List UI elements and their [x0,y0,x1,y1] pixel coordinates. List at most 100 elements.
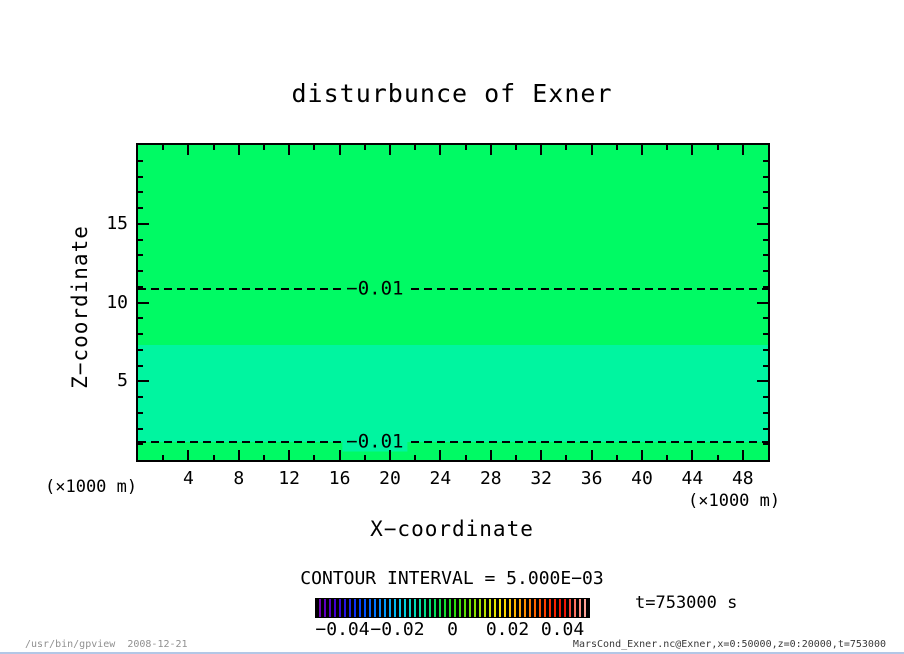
x-axis-tick [187,145,190,155]
y-tick-label: 10 [106,291,128,313]
x-axis-tick [615,455,618,460]
x-tick-label: 16 [328,468,351,489]
y-axis-tick [763,443,768,446]
x-tick-label: 24 [429,468,452,489]
y-tick-label: 15 [106,212,128,234]
y-axis-tick [763,411,768,414]
colorbar-tick-label: 0 [447,619,458,640]
y-axis-tick [138,411,143,414]
y-axis-tick [138,254,143,257]
y-axis-tick [138,348,143,351]
y-axis-tick [763,285,768,288]
contour-line [138,441,768,444]
x-axis-tick [464,145,467,150]
colorbar [315,598,590,618]
tone-band [138,442,768,460]
colorbar-tick-label: −0.04 [315,619,370,640]
y-axis-tick [138,222,149,225]
y-axis-tick [763,317,768,320]
y-axis-tick [138,285,143,288]
x-axis-title: X−coordinate [370,517,534,541]
x-axis-tick [263,455,265,460]
y-axis-tick [138,175,143,178]
chart-title: disturbunce of Exner [291,79,613,108]
x-axis-tick [716,455,719,460]
x-axis-tick [464,455,467,460]
plot-area: −0.01 −0.01 [138,145,768,460]
x-tick-label: 20 [379,468,401,489]
x-axis-tick [363,455,366,460]
y-axis-tick [138,396,143,398]
time-annotation: t=753000 s [635,593,738,613]
x-tick-label: 12 [278,468,301,489]
y-axis-tick [763,427,768,430]
tone-band [138,344,768,443]
y-axis-tick [138,270,143,272]
colorbar-tick-label: −0.02 [370,619,425,640]
y-axis-tick [138,443,143,446]
tone-band [138,145,768,345]
x-axis-tick [641,450,643,460]
x-axis-tick [187,450,190,460]
x-tick-label: 36 [580,468,603,489]
y-tick-label: 5 [117,370,128,392]
colorbar-tick-label: 0.04 [540,619,585,640]
y-axis-tick [763,270,768,272]
y-axis-tick [763,254,768,257]
y-axis-tick [763,238,768,241]
window-bottom-edge [0,652,904,654]
y-axis-tick [138,427,143,430]
x-axis-tick [439,145,442,155]
x-axis-tick [741,145,744,155]
x-axis-tick [691,450,694,460]
x-axis-tick [212,145,215,150]
x-axis-unit-label: (×1000 m) [688,491,781,511]
x-tick-label: 4 [182,468,194,489]
x-axis-tick [590,145,593,155]
x-axis-tick [741,450,744,460]
y-axis-tick [138,380,149,383]
x-axis-tick [288,450,291,460]
x-axis-tick [212,455,215,460]
x-axis-tick [615,145,618,150]
y-axis-tick [763,348,768,351]
y-axis-tick [763,396,768,398]
y-axis-unit-label: (×1000 m) [45,477,138,497]
plot-frame: −0.01 −0.01 [136,143,770,462]
x-axis-tick [540,450,543,460]
y-axis-tick [757,222,768,225]
x-axis-tick [389,145,391,155]
y-axis-tick [138,207,143,209]
x-tick-label: 44 [681,468,704,489]
contour-line [138,288,768,291]
y-axis-tick [138,301,149,304]
x-axis-tick [313,145,316,150]
x-axis-tick [263,145,265,150]
y-axis-tick [763,364,768,367]
y-axis-tick [763,159,768,162]
x-tick-label: 32 [530,468,553,489]
x-axis-tick [565,455,568,460]
x-axis-tick [414,455,417,460]
y-axis-tick [763,175,768,178]
y-axis-tick [138,333,143,335]
y-axis-tick [757,301,768,304]
contour-label: −0.01 [342,432,408,452]
x-axis-tick [641,145,643,155]
colorbar-tick-label: 0.02 [485,619,530,640]
x-axis-tick [489,450,492,460]
contour-interval-label: CONTOUR INTERVAL = 5.000E−03 [300,568,604,589]
x-axis-tick [515,455,517,460]
x-axis-tick [540,145,543,155]
footer-command-text: /usr/bin/gpview 2008-12-21 [25,639,188,650]
y-axis-tick [138,159,143,162]
x-axis-tick [363,145,366,150]
x-axis-tick [313,455,316,460]
y-axis-tick [138,317,143,320]
x-tick-label: 28 [479,468,502,489]
x-axis-tick [288,145,291,155]
x-axis-tick [414,145,417,150]
x-tick-label: 8 [233,468,245,489]
x-axis-tick [565,145,568,150]
